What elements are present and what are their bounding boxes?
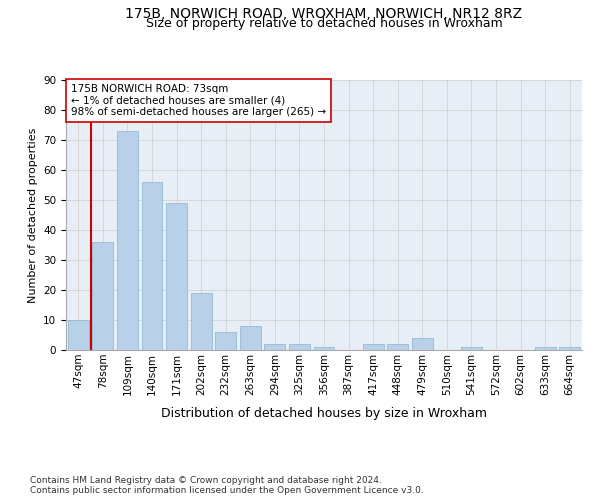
Text: 175B NORWICH ROAD: 73sqm
← 1% of detached houses are smaller (4)
98% of semi-det: 175B NORWICH ROAD: 73sqm ← 1% of detache…: [71, 84, 326, 117]
Text: Contains HM Land Registry data © Crown copyright and database right 2024.
Contai: Contains HM Land Registry data © Crown c…: [30, 476, 424, 495]
Bar: [240, 326, 261, 350]
Y-axis label: Number of detached properties: Number of detached properties: [28, 128, 38, 302]
Bar: [412, 338, 433, 350]
Bar: [362, 344, 383, 350]
Bar: [559, 347, 580, 350]
Bar: [535, 347, 556, 350]
Bar: [215, 332, 236, 350]
Text: 175B, NORWICH ROAD, WROXHAM, NORWICH, NR12 8RZ: 175B, NORWICH ROAD, WROXHAM, NORWICH, NR…: [125, 8, 523, 22]
Bar: [461, 347, 482, 350]
Bar: [289, 344, 310, 350]
Bar: [387, 344, 408, 350]
Bar: [117, 131, 138, 350]
Bar: [166, 203, 187, 350]
Bar: [265, 344, 286, 350]
Bar: [314, 347, 334, 350]
Bar: [142, 182, 163, 350]
Bar: [191, 293, 212, 350]
Bar: [68, 320, 89, 350]
Bar: [92, 242, 113, 350]
Text: Distribution of detached houses by size in Wroxham: Distribution of detached houses by size …: [161, 408, 487, 420]
Text: Size of property relative to detached houses in Wroxham: Size of property relative to detached ho…: [146, 18, 502, 30]
